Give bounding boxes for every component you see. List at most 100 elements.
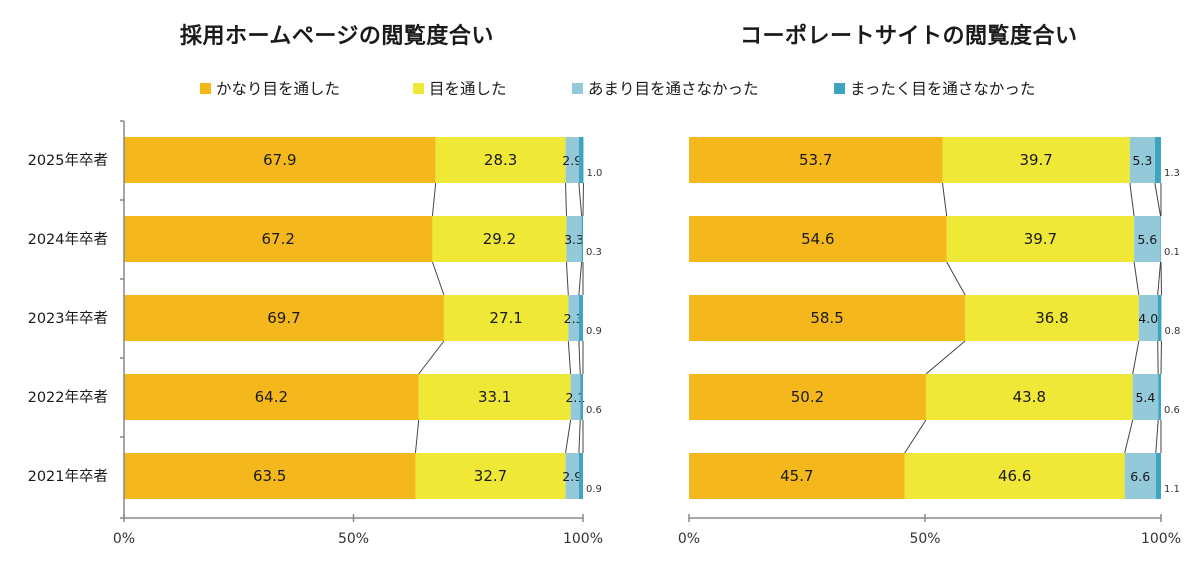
series-line xyxy=(578,340,581,375)
data-label: 2.9 xyxy=(562,469,582,484)
bar-segment xyxy=(124,216,433,262)
data-label: 2.3 xyxy=(564,311,584,326)
data-label: 43.8 xyxy=(1013,388,1046,406)
bar-segment xyxy=(689,374,926,420)
legend-label: 目を通した xyxy=(429,80,507,98)
series-line xyxy=(941,182,948,217)
data-label: 6.6 xyxy=(1130,469,1150,484)
bar-segment xyxy=(689,295,966,341)
bar-segment xyxy=(1155,453,1161,499)
category-label: 2022年卒者 xyxy=(28,389,108,406)
bar-segment xyxy=(566,216,582,262)
data-label: 5.6 xyxy=(1137,232,1157,247)
data-label-small: 0.3 xyxy=(586,247,602,258)
bar-segment xyxy=(1138,295,1158,341)
bar-segment xyxy=(568,295,579,341)
series-line xyxy=(418,340,445,375)
series-line xyxy=(1124,419,1134,454)
data-label: 46.6 xyxy=(998,467,1031,485)
series-line xyxy=(578,261,583,296)
x-tick-label: 0% xyxy=(113,531,135,547)
bar-segment xyxy=(124,137,436,183)
legend-label: まったく目を通さなかった xyxy=(850,80,1036,98)
series-line xyxy=(925,340,966,375)
category-label: 2021年卒者 xyxy=(28,468,108,485)
bar-segment xyxy=(1124,453,1156,499)
data-label: 58.5 xyxy=(810,309,843,327)
bar-segment xyxy=(124,374,419,420)
data-label: 67.2 xyxy=(262,230,295,248)
bar-segment xyxy=(965,295,1139,341)
data-label: 67.9 xyxy=(263,151,296,169)
series-line xyxy=(414,419,420,454)
data-label-small: 1.3 xyxy=(1164,168,1180,179)
bar-segment xyxy=(689,216,947,262)
data-label-small: 1.1 xyxy=(1164,484,1180,495)
bar-segment xyxy=(565,137,579,183)
data-label: 50.2 xyxy=(791,388,824,406)
bar-segment xyxy=(124,453,416,499)
bar-segment xyxy=(689,137,943,183)
bar-segment xyxy=(432,216,567,262)
data-label-small: 0.6 xyxy=(1164,405,1180,416)
bar-segment xyxy=(418,374,571,420)
data-label: 27.1 xyxy=(489,309,522,327)
data-label: 63.5 xyxy=(253,467,286,485)
series-line xyxy=(565,419,572,454)
bar-segment xyxy=(578,453,583,499)
chart-title-corporate-site: コーポレートサイトの閲覧度合い xyxy=(740,24,1078,49)
bar-segment xyxy=(1129,137,1155,183)
series-line xyxy=(904,419,927,454)
chart-title-recruit-site: 採用ホームページの閲覧度合い xyxy=(180,24,494,49)
bar-segment xyxy=(578,295,583,341)
bar-segment xyxy=(1132,374,1159,420)
series-line xyxy=(565,261,569,296)
series-line xyxy=(1157,261,1162,296)
data-label-small: 0.9 xyxy=(586,326,602,337)
bar-segment xyxy=(1157,295,1162,341)
legend-swatch xyxy=(572,82,583,94)
legend-swatch xyxy=(200,82,211,94)
x-tick-label: 0% xyxy=(678,531,700,547)
data-label: 28.3 xyxy=(484,151,517,169)
data-label: 33.1 xyxy=(478,388,511,406)
x-tick-label: 50% xyxy=(338,531,369,547)
bar-segment xyxy=(570,374,581,420)
legend-item-read-thoroughly: かなり目を通した xyxy=(200,77,340,99)
data-label: 5.3 xyxy=(1132,153,1152,168)
data-label: 2.9 xyxy=(562,153,582,168)
x-tick-label: 50% xyxy=(909,531,940,547)
legend-item-not-read: まったく目を通さなかった xyxy=(834,77,1035,99)
data-label-small: 0.8 xyxy=(1164,326,1180,337)
bar-segment xyxy=(689,453,905,499)
data-label-small: 0.1 xyxy=(1164,247,1180,258)
series-line xyxy=(431,261,445,296)
legend-label: あまり目を通さなかった xyxy=(588,80,759,98)
bar-segment xyxy=(1134,216,1161,262)
category-label: 2023年卒者 xyxy=(28,310,108,327)
series-line xyxy=(1155,419,1159,454)
legend: かなり目を通した 目を通した あまり目を通さなかった まったく目を通さなかった xyxy=(0,77,1200,101)
data-label-small: 1.0 xyxy=(586,168,602,179)
bar-segment xyxy=(580,374,583,420)
bar-segment xyxy=(124,295,444,341)
data-label-small: 0.6 xyxy=(586,405,602,416)
series-line xyxy=(431,182,437,217)
data-label: 39.7 xyxy=(1024,230,1057,248)
data-label: 5.4 xyxy=(1135,390,1155,405)
bar-segment xyxy=(904,453,1125,499)
data-label: 3.3 xyxy=(564,232,584,247)
x-tick-label: 100% xyxy=(563,531,603,547)
data-label: 36.8 xyxy=(1035,309,1068,327)
legend-label: かなり目を通した xyxy=(216,80,341,98)
series-line xyxy=(1133,261,1140,296)
bar-segment xyxy=(581,216,583,262)
data-label-small: 0.9 xyxy=(586,484,602,495)
legend-swatch xyxy=(834,82,845,94)
series-line xyxy=(1129,182,1135,217)
data-label: 69.7 xyxy=(267,309,300,327)
legend-item-barely-read: あまり目を通さなかった xyxy=(572,77,759,99)
data-label: 32.7 xyxy=(474,467,507,485)
series-line xyxy=(1132,340,1140,375)
